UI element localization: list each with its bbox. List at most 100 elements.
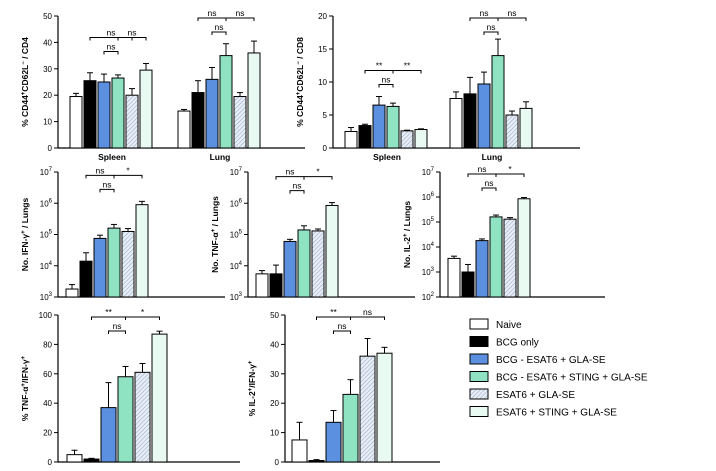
significance-bracket bbox=[467, 173, 497, 177]
bar-esat6-sting-gla-se bbox=[247, 52, 261, 149]
bar-naive bbox=[291, 439, 308, 463]
significance-label: ns bbox=[382, 75, 391, 85]
significance-label: ns bbox=[128, 28, 137, 38]
y-tick-label: 15 bbox=[318, 45, 327, 54]
y-tick-label: 40 bbox=[43, 399, 52, 408]
bar-bcg-only bbox=[308, 460, 325, 463]
y-tick-label: 20 bbox=[43, 91, 52, 100]
legend-label: BCG only bbox=[496, 338, 539, 349]
bar-bcg-only bbox=[461, 271, 475, 298]
bar-bcg-esat6-gla-se bbox=[205, 78, 219, 149]
bar-bcg-esat6-gla-se bbox=[283, 240, 297, 298]
y-tick-label: 10 bbox=[318, 78, 327, 87]
bar-bcg-only bbox=[83, 458, 100, 463]
bar-naive bbox=[447, 257, 461, 298]
y-tick-label: 10 bbox=[270, 429, 279, 438]
bar-esat6-gla-se bbox=[503, 218, 517, 298]
panel-p5: 102 103 104 105 106 107 No. IL-2+ / Lungs ns * ns bbox=[402, 164, 605, 302]
legend-swatch bbox=[469, 353, 489, 365]
bar-bcg-esat6-gla-se bbox=[325, 421, 342, 463]
bar-esat6-sting-gla-se bbox=[139, 69, 153, 149]
bar-esat6-gla-se bbox=[121, 230, 135, 298]
bar-bcg-esat6-sting-gla-se bbox=[386, 105, 400, 149]
significance-label: * bbox=[126, 165, 130, 175]
bar-bcg-esat6-gla-se bbox=[372, 104, 386, 149]
y-tick-label: 0 bbox=[48, 458, 53, 467]
significance-bracket bbox=[350, 316, 385, 320]
legend-label: Naive bbox=[496, 320, 522, 331]
significance-label: ns bbox=[96, 165, 105, 175]
bar-bcg-only bbox=[79, 260, 93, 298]
legend-swatch bbox=[469, 318, 489, 330]
significance-label: ns bbox=[508, 8, 517, 18]
y-tick-label: 0 bbox=[275, 458, 280, 467]
significance-bracket bbox=[85, 174, 115, 179]
y-tick-label: 104 bbox=[230, 261, 243, 271]
significance-bracket bbox=[469, 17, 499, 21]
significance-label: ns bbox=[293, 181, 302, 191]
panel-p4: 103 104 105 106 107 No. TNF-α+ / Lungs ns * ns bbox=[210, 167, 415, 302]
y-tick-label: 106 bbox=[40, 198, 53, 208]
significance-label: ns bbox=[487, 22, 496, 32]
y-tick-label: 0 bbox=[48, 144, 53, 153]
significance-bracket bbox=[275, 176, 305, 180]
group-label: Lung bbox=[482, 152, 503, 162]
y-tick-label: 104 bbox=[40, 261, 53, 271]
bar-esat6-sting-gla-se bbox=[376, 352, 393, 463]
significance-bracket bbox=[495, 173, 525, 177]
significance-label: ns bbox=[286, 167, 295, 177]
bar-esat6-gla-se bbox=[311, 230, 325, 298]
significance-label: ** bbox=[404, 61, 411, 71]
bar-bcg-esat6-gla-se bbox=[97, 81, 111, 149]
y-axis-label: No. IL-2+ / Lungs bbox=[402, 201, 412, 269]
significance-label: ns bbox=[338, 321, 347, 331]
legend-label: ESAT6 + STING + GLA-SE bbox=[496, 408, 617, 419]
significance-bracket bbox=[211, 31, 227, 35]
bar-bcg-esat6-sting-gla-se bbox=[219, 55, 233, 149]
bar-naive bbox=[177, 110, 191, 149]
bar-bcg-esat6-sting-gla-se bbox=[342, 393, 359, 463]
y-tick-label: 5 bbox=[323, 111, 328, 120]
significance-bracket bbox=[89, 37, 133, 41]
legend-label: ESAT6 + GLA-SE bbox=[496, 390, 575, 401]
y-tick-label: 103 bbox=[422, 267, 435, 277]
legend-swatch bbox=[469, 388, 489, 400]
bar-naive bbox=[255, 273, 269, 298]
significance-bracket bbox=[364, 70, 394, 74]
panel-p3: 103 104 105 106 107 No. IFN-γ+ / Lungs ns * ns bbox=[20, 165, 225, 302]
group-label: Spleen bbox=[373, 152, 401, 162]
y-tick-label: 107 bbox=[40, 167, 53, 177]
y-tick-label: 105 bbox=[230, 230, 243, 240]
significance-bracket bbox=[481, 187, 497, 191]
significance-bracket bbox=[378, 84, 394, 88]
significance-label: * bbox=[508, 164, 512, 174]
bar-bcg-esat6-sting-gla-se bbox=[491, 55, 505, 149]
y-tick-label: 103 bbox=[230, 292, 243, 302]
legend-label: BCG - ESAT6 + GLA-SE bbox=[496, 355, 606, 366]
y-tick-label: 103 bbox=[40, 292, 53, 302]
bar-naive bbox=[69, 96, 83, 149]
significance-bracket bbox=[197, 17, 227, 21]
legend-swatch bbox=[469, 406, 489, 417]
y-tick-label: 0 bbox=[323, 144, 328, 153]
significance-label: ns bbox=[363, 307, 372, 317]
significance-bracket bbox=[103, 51, 119, 55]
y-tick-label: 20 bbox=[318, 12, 327, 21]
significance-bracket bbox=[333, 330, 351, 334]
significance-label: ** bbox=[105, 307, 112, 317]
significance-bracket bbox=[99, 188, 115, 193]
significance-label: ns bbox=[113, 321, 122, 331]
significance-bracket bbox=[289, 190, 305, 194]
y-tick-label: 50 bbox=[43, 12, 52, 21]
y-tick-label: 30 bbox=[43, 65, 52, 74]
bar-esat6-sting-gla-se bbox=[325, 204, 339, 298]
bar-bcg-only bbox=[358, 125, 372, 149]
bar-esat6-gla-se bbox=[359, 355, 376, 463]
y-tick-label: 100 bbox=[39, 311, 53, 320]
bar-bcg-esat6-gla-se bbox=[100, 407, 117, 463]
bar-naive bbox=[66, 454, 83, 463]
